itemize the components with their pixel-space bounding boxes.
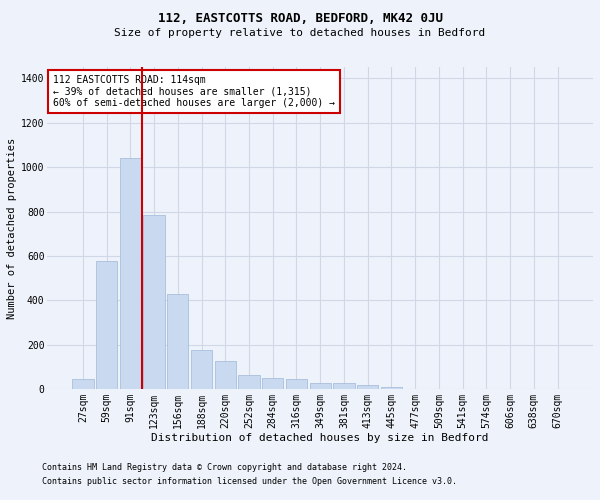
Text: 112 EASTCOTTS ROAD: 114sqm
← 39% of detached houses are smaller (1,315)
60% of s: 112 EASTCOTTS ROAD: 114sqm ← 39% of deta… (53, 75, 335, 108)
Bar (191, 350, 212, 390)
Bar (72, 379, 94, 390)
Text: Contains HM Land Registry data © Crown copyright and database right 2024.: Contains HM Land Registry data © Crown c… (42, 464, 407, 472)
Y-axis label: Number of detached properties: Number of detached properties (7, 138, 17, 319)
Bar (262, 378, 283, 390)
Bar (143, 216, 165, 390)
Bar (357, 385, 379, 390)
Bar (167, 294, 188, 390)
Bar (119, 158, 141, 390)
Bar (381, 386, 402, 390)
Bar (238, 375, 260, 390)
Text: Size of property relative to detached houses in Bedford: Size of property relative to detached ho… (115, 28, 485, 38)
Bar (96, 261, 117, 390)
Bar (215, 361, 236, 390)
X-axis label: Distribution of detached houses by size in Bedford: Distribution of detached houses by size … (151, 433, 489, 443)
Bar (310, 383, 331, 390)
Text: 112, EASTCOTTS ROAD, BEDFORD, MK42 0JU: 112, EASTCOTTS ROAD, BEDFORD, MK42 0JU (157, 12, 443, 26)
Bar (333, 384, 355, 390)
Text: Contains public sector information licensed under the Open Government Licence v3: Contains public sector information licen… (42, 477, 457, 486)
Bar (286, 380, 307, 390)
